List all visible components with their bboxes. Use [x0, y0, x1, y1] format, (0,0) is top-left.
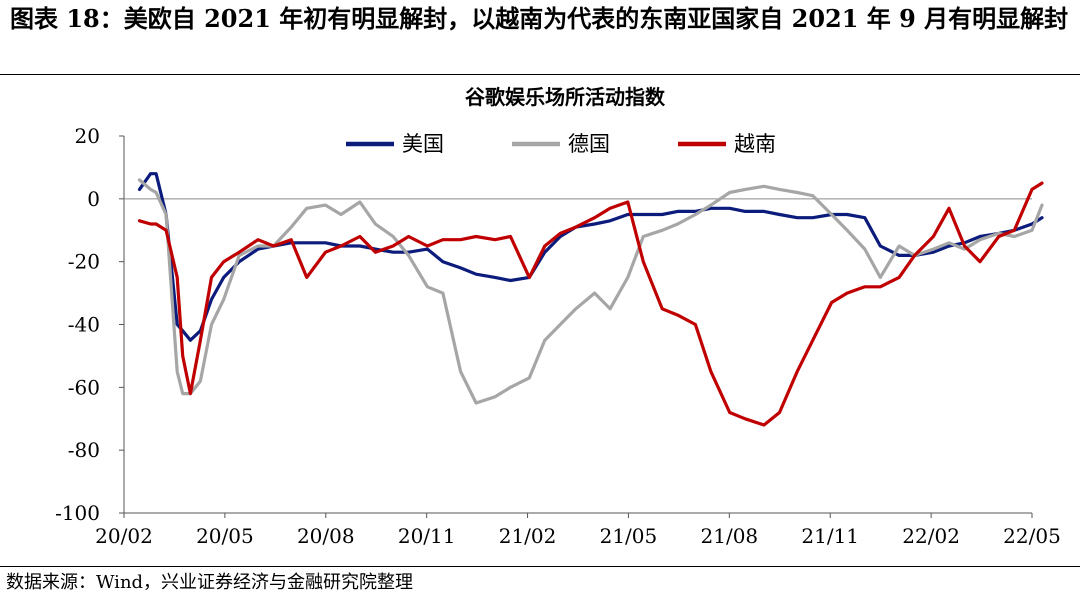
x-tick-label: 20/05 — [196, 524, 254, 548]
y-tick-label: 0 — [87, 187, 100, 211]
x-tick-label: 21/11 — [801, 524, 859, 548]
y-tick-label: -20 — [68, 250, 100, 274]
title-divider — [0, 74, 1080, 75]
series-line-德国 — [137, 178, 1044, 405]
x-tick-label: 21/08 — [701, 524, 759, 548]
legend-label: 美国 — [402, 132, 444, 156]
x-tick-label: 20/11 — [398, 524, 456, 548]
figure-title: 图表 18：美欧自 2021 年初有明显解封，以越南为代表的东南亚国家自 202… — [10, 4, 1069, 33]
y-tick-label: -40 — [68, 313, 100, 337]
legend-label: 德国 — [568, 132, 610, 156]
legend-item: 美国 — [346, 132, 444, 156]
x-tick-label: 21/05 — [600, 524, 658, 548]
series-line-越南 — [137, 181, 1044, 427]
legend-item: 越南 — [678, 132, 776, 156]
source-note: 数据来源：Wind，兴业证券经济与金融研究院整理 — [6, 572, 414, 593]
legend-label: 越南 — [734, 132, 776, 156]
legend: 美国 德国 越南 — [346, 132, 776, 156]
y-tick-label: 20 — [75, 124, 100, 148]
x-tick-label: 20/02 — [95, 524, 153, 548]
y-tick-label: -60 — [68, 375, 100, 399]
x-tick-label: 22/02 — [902, 524, 960, 548]
chart-title: 谷歌娱乐场所活动指数 — [465, 85, 666, 109]
x-tick-label: 21/02 — [499, 524, 557, 548]
series-lines — [137, 172, 1044, 427]
x-tick-label: 22/05 — [1003, 524, 1061, 548]
source-divider — [0, 566, 1080, 567]
x-tick-label: 20/08 — [297, 524, 355, 548]
y-tick-label: -80 — [68, 438, 100, 462]
y-tick-label: -100 — [55, 501, 100, 525]
legend-item: 德国 — [512, 132, 610, 156]
